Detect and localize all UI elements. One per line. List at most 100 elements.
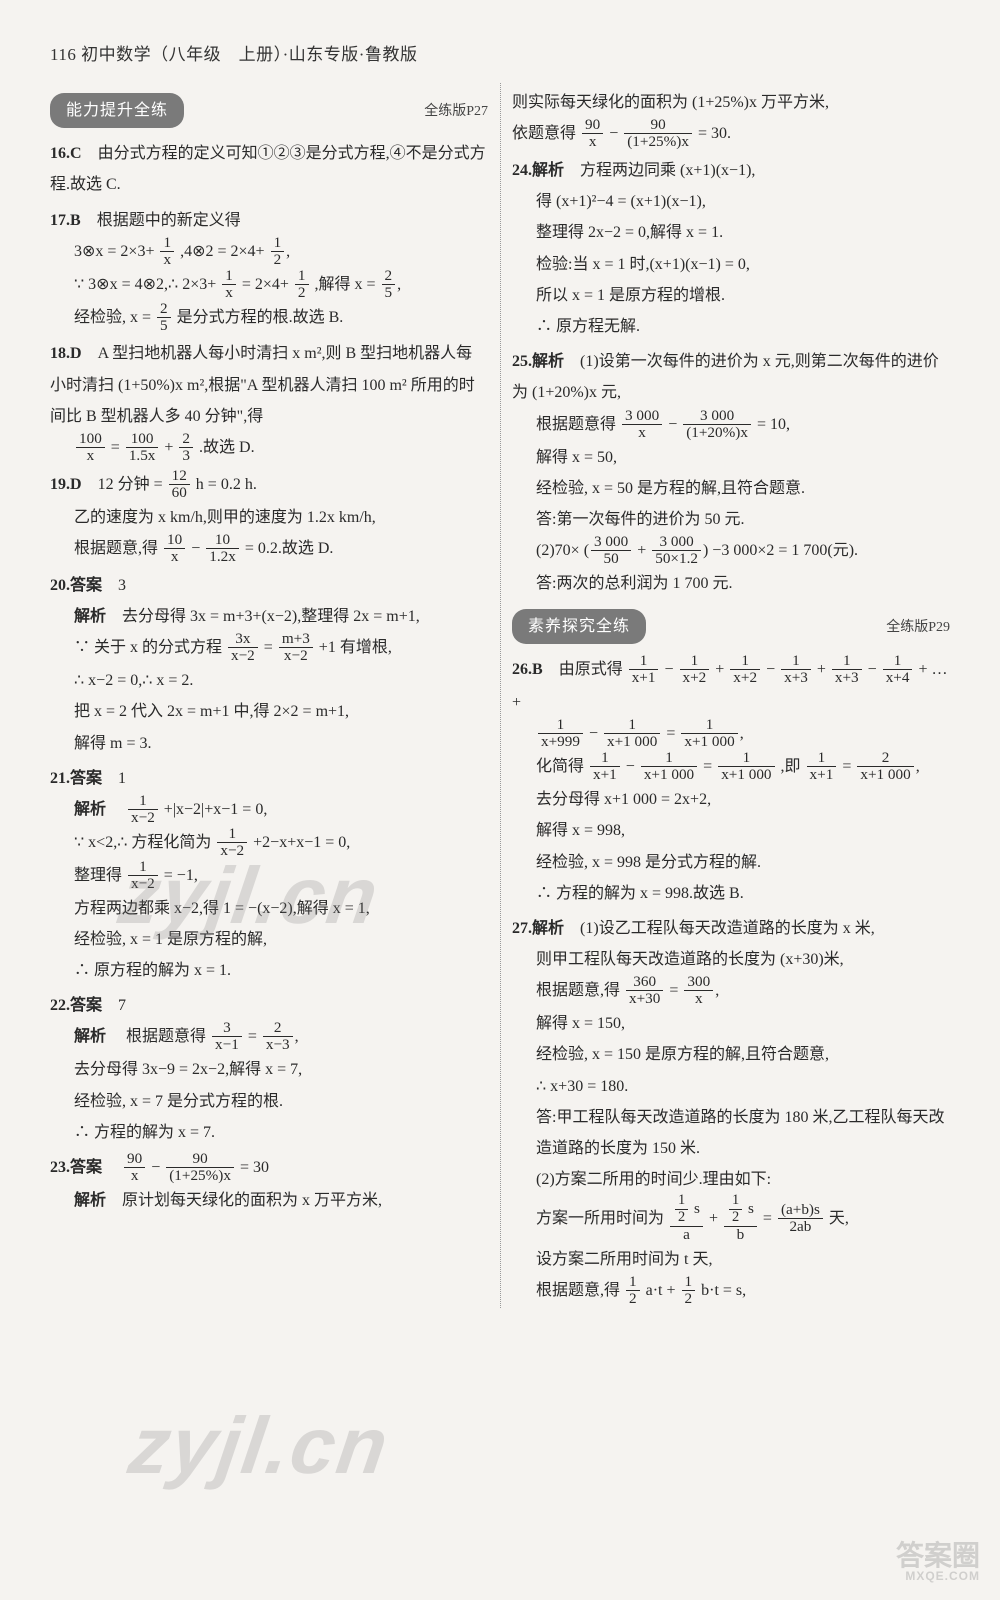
q23-cont: 则实际每天绿化的面积为 (1+25%)x 万平方米, 依题意得 90x − 90… [512,87,950,151]
exp-label: 解析 [532,920,564,937]
q17: 17.B 根据题中的新定义得 3⊗x = 2×3+ 1x ,4⊗2 = 2×4+… [50,205,488,335]
q18a: A 型扫地机器人每小时清扫 x m²,则 B 型扫地机器人每小时清扫 (1+50… [50,345,475,424]
exp-label: 解析 [532,353,564,370]
q24a: 方程两边同乘 (x+1)(x−1), [580,162,755,179]
q20c: +1 有增根, [319,639,392,656]
q26d: ,即 [781,758,801,775]
q21c: +2−x+x−1 = 0, [253,834,350,851]
r23c: = 30. [698,125,731,142]
q17-intro: 根据题中的新定义得 [97,212,241,229]
q17f: 经检验, x = [74,309,151,326]
q21e: = −1, [164,867,198,884]
q20f: 解得 m = 3. [50,728,488,759]
content-columns: 能力提升全练 全练版P27 16.C 由分式方程的定义可知①②③是分式方程,④不… [50,83,950,1308]
q24: 24.解析 方程两边同乘 (x+1)(x−1), 得 (x+1)²−4 = (x… [512,155,950,342]
q22b: 去分母得 3x−9 = 2x−2,解得 x = 7, [50,1054,488,1085]
q27a: (1)设乙工程队每天改造道路的长度为 x 米, [580,920,875,937]
q24e: 所以 x = 1 是原方程的增根. [512,280,950,311]
q23: 23.答案 90x − 90(1+25%)x = 30 解析 原计划每天绿化的面… [50,1152,488,1216]
exp-label: 解析 [74,801,106,818]
q25a: (1)设第一次每件的进价为 x 元,则第二次每件的进价为 (1+20%)x 元, [512,353,939,401]
q27l: 根据题意,得 [536,1282,620,1299]
exp-label: 解析 [74,1192,106,1209]
q21b: ∵ x<2,∴ 方程化简为 [74,834,211,851]
section-header-2: 素养探究全练 全练版P29 [512,599,950,650]
section-pill: 能力提升全练 [50,93,184,128]
q17b: ,4⊗2 = 2×4+ [180,243,264,260]
q24c: 整理得 2x−2 = 0,解得 x = 1. [512,217,950,248]
q22a: 根据题意得 [126,1029,206,1046]
q27j: 天, [829,1210,849,1227]
q19c: 乙的速度为 x km/h,则甲的速度为 1.2x km/h, [50,502,488,533]
q19a: 12 分钟 = [98,476,163,493]
q18b: .故选 D. [199,439,255,456]
q22: 22.答案 7 解析 根据题意得 3x−1 = 2x−3, 去分母得 3x−9 … [50,990,488,1148]
q27k: 设方案二所用时间为 t 天, [512,1244,950,1275]
q20ans: 3 [118,577,126,594]
q26a: 由原式得 [559,661,623,678]
q20e: 把 x = 2 代入 2x = m+1 中,得 2×2 = m+1, [50,696,488,727]
q25d: 解得 x = 50, [512,442,950,473]
q25h: −3 000×2 = 1 700(元). [712,542,858,559]
q27i: 方案一所用时间为 [536,1210,664,1227]
q27h: (2)方案二所用的时间少.理由如下: [512,1164,950,1195]
right-column: 则实际每天绿化的面积为 (1+25%)x 万平方米, 依题意得 90x − 90… [500,83,950,1308]
q16-text: 由分式方程的定义可知①②③是分式方程,④不是分式方程.故选 C. [50,145,486,193]
corner-top: 答案圈 [896,1542,980,1570]
r23b: 依题意得 [512,125,576,142]
q27e: 经检验, x = 150 是原方程的解,且符合题意, [512,1039,950,1070]
q17c: ∵ 3⊗x = 4⊗2,∴ 2×3+ [74,276,216,293]
page-header: 116 初中数学（八年级 上册）·山东专版·鲁教版 [50,40,950,65]
q20a: 去分母得 3x = m+3+(x−2),整理得 2x = m+1, [122,608,420,625]
q21a: +|x−2|+x−1 = 0, [164,801,268,818]
section-header-1: 能力提升全练 全练版P27 [50,83,488,134]
q17a: 3⊗x = 2×3+ [74,243,154,260]
q26g: 经检验, x = 998 是分式方程的解. [512,847,950,878]
q27f: ∴ x+30 = 180. [512,1071,950,1102]
q26c: 化简得 [536,758,584,775]
q25g: (2)70× [536,542,580,559]
ans-label: 答案 [70,997,102,1014]
q19b: h = 0.2 h. [196,476,257,493]
q27d: 解得 x = 150, [512,1008,950,1039]
q27b: 则甲工程队每天改造道路的长度为 (x+30)米, [512,944,950,975]
q20b: ∵ 关于 x 的分式方程 [74,639,222,656]
q27: 27.解析 (1)设乙工程队每天改造道路的长度为 x 米, 则甲工程队每天改造道… [512,913,950,1308]
exp-label: 解析 [74,1029,106,1046]
ans-label: 答案 [70,1159,102,1176]
q25f: 答:第一次每件的进价为 50 元. [512,504,950,535]
q24b: 得 (x+1)²−4 = (x+1)(x−1), [512,186,950,217]
q25i: 答:两次的总利润为 1 700 元. [512,568,950,599]
q22c: 经检验, x = 7 是分式方程的根. [50,1086,488,1117]
q24d: 检验:当 x = 1 时,(x+1)(x−1) = 0, [512,249,950,280]
watermark: zyjl.cn [124,1400,395,1492]
q21: 21.答案 1 解析 1x−2 +|x−2|+x−1 = 0, ∵ x<2,∴ … [50,763,488,986]
q17g: 是分式方程的根.故选 B. [177,309,344,326]
q21f: 方程两边都乘 x−2,得 1 = −(x−2),解得 x = 1, [50,893,488,924]
q19d: 根据题意,得 [74,540,158,557]
q19: 19.D 12 分钟 = 1260 h = 0.2 h. 乙的速度为 x km/… [50,469,488,566]
corner-bottom: MXQE.COM [896,1570,980,1582]
q21g: 经检验, x = 1 是原方程的解, [50,924,488,955]
ans-label: 答案 [70,770,102,787]
q25: 25.解析 (1)设第一次每件的进价为 x 元,则第二次每件的进价为 (1+20… [512,346,950,599]
q25b: 根据题意得 [536,416,616,433]
q24f: ∴ 原方程无解. [512,311,950,342]
q18: 18.D A 型扫地机器人每小时清扫 x m²,则 B 型扫地机器人每小时清扫 … [50,338,488,464]
q20: 20.答案 3 解析 去分母得 3x = m+3+(x−2),整理得 2x = … [50,570,488,759]
q25e: 经检验, x = 50 是方程的解,且符合题意. [512,473,950,504]
q23a: 原计划每天绿化的面积为 x 万平方米, [122,1192,382,1209]
section-ref: 全练版P27 [424,98,488,125]
corner-logo: 答案圈 MXQE.COM [896,1542,980,1582]
q22d: ∴ 方程的解为 x = 7. [50,1117,488,1148]
q19e: = 0.2.故选 D. [245,540,334,557]
section-ref: 全练版P29 [886,614,950,641]
q21d: 整理得 [74,867,122,884]
q25c: = 10, [757,416,790,433]
q17d: = 2×4+ [242,276,289,293]
left-column: 能力提升全练 全练版P27 16.C 由分式方程的定义可知①②③是分式方程,④不… [50,83,500,1308]
ans-label: 答案 [70,577,102,594]
column-divider [500,83,501,1308]
q27g: 答:甲工程队每天改造道路的长度为 180 米,乙工程队每天改造道路的长度为 15… [512,1102,950,1164]
q16: 16.C 由分式方程的定义可知①②③是分式方程,④不是分式方程.故选 C. [50,138,488,200]
